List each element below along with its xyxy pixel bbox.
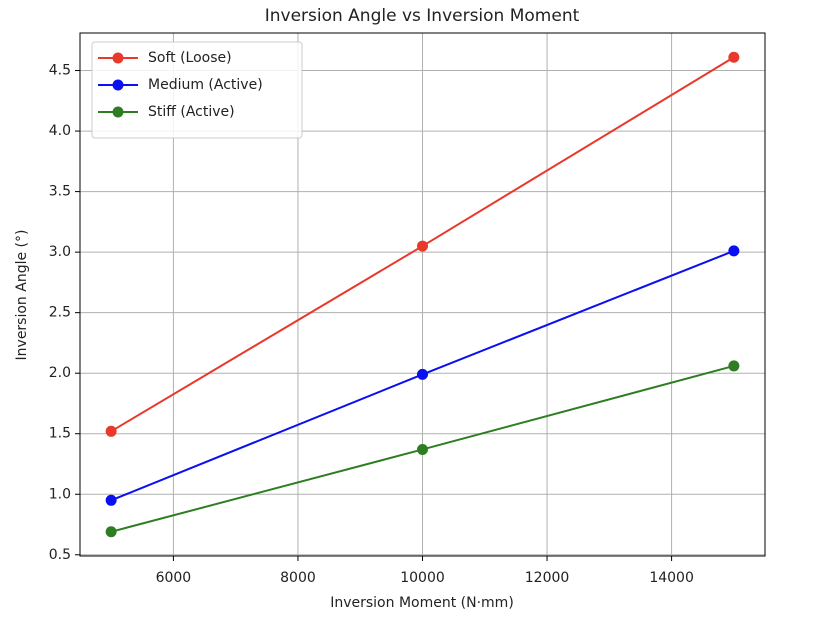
y-tick-label: 2.5 <box>49 305 71 321</box>
y-tick-label: 4.5 <box>49 63 71 79</box>
legend-label: Soft (Loose) <box>148 50 232 66</box>
point <box>728 360 740 372</box>
legend-marker <box>112 79 124 91</box>
legend-box <box>91 41 303 139</box>
point <box>728 51 740 63</box>
point <box>417 368 428 380</box>
point <box>417 443 428 455</box>
y-tick-label: 1.5 <box>49 426 71 442</box>
y-tick-label: 1.0 <box>49 486 71 502</box>
x-tick-label: 6000 <box>156 570 192 586</box>
point <box>728 245 740 257</box>
x-tick-label: 10000 <box>400 570 445 586</box>
y-tick-label: 4.0 <box>49 123 71 139</box>
point <box>105 526 117 538</box>
y-axis-label: Inversion Angle (°) <box>14 230 30 361</box>
y-tick-label: 2.0 <box>49 365 71 381</box>
legend-marker <box>112 106 124 118</box>
legend-marker <box>112 52 124 64</box>
x-tick-label: 12000 <box>525 570 570 586</box>
y-tick-label: 0.5 <box>49 547 71 563</box>
point <box>417 240 428 252</box>
x-tick-label: 8000 <box>280 570 316 586</box>
legend-label: Medium (Active) <box>148 77 263 93</box>
plot-frame <box>79 32 766 557</box>
x-axis-label: Inversion Moment (N·mm) <box>330 595 514 611</box>
point <box>105 425 117 437</box>
legend-label: Stiff (Active) <box>148 104 235 120</box>
chart-title: Inversion Angle vs Inversion Moment <box>265 6 580 26</box>
point <box>105 494 117 506</box>
y-tick-label: 3.5 <box>49 184 71 200</box>
x-tick-label: 14000 <box>649 570 694 586</box>
y-tick-label: 3.0 <box>49 244 71 260</box>
